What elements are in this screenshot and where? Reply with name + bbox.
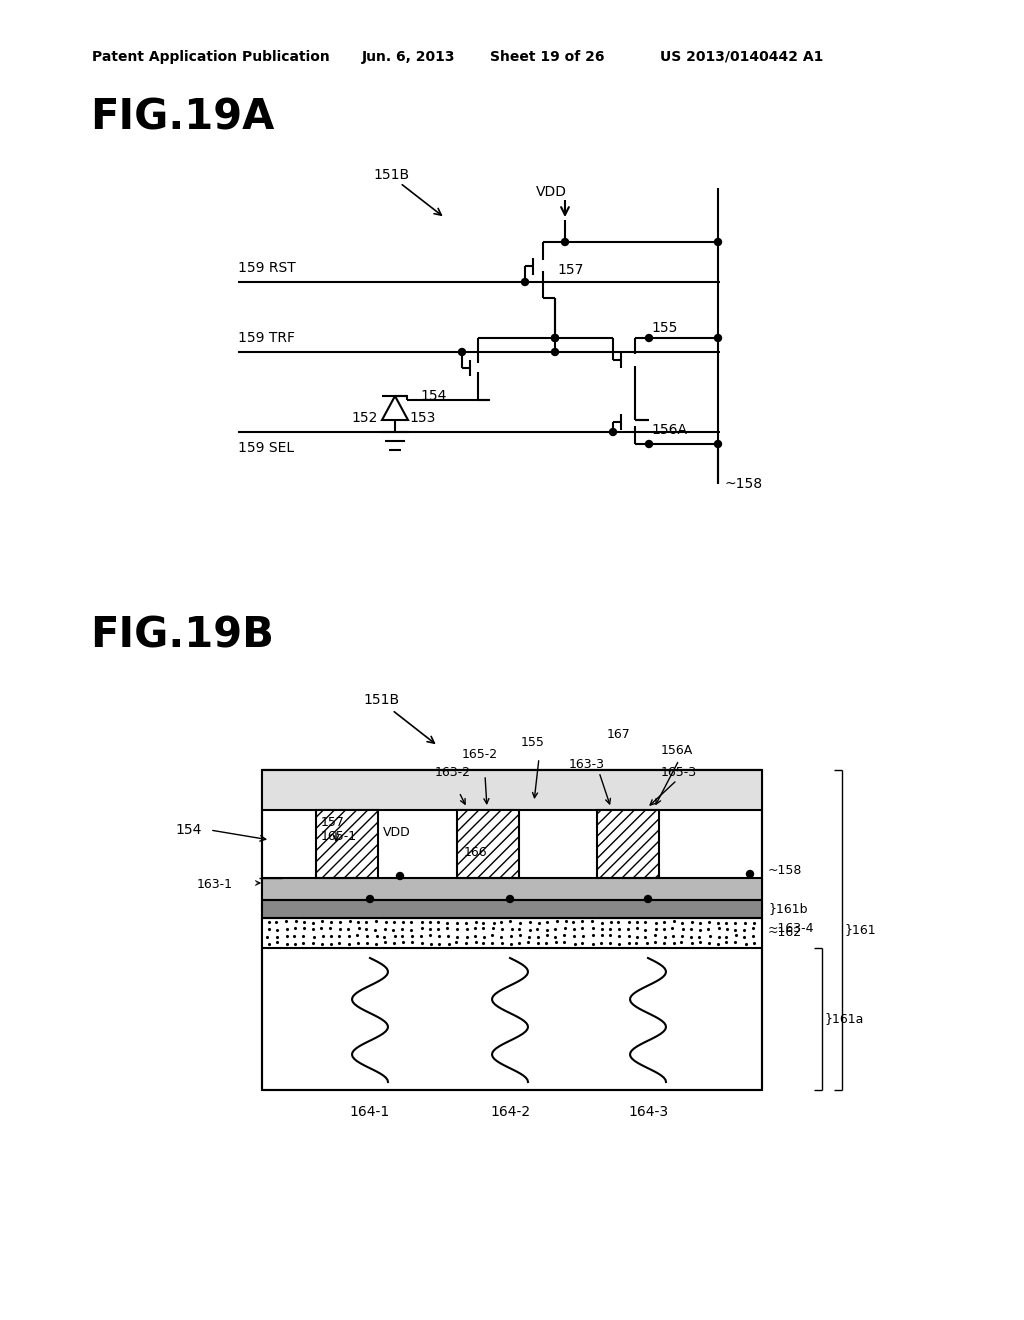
- Text: 153: 153: [409, 411, 435, 425]
- Text: ~162: ~162: [768, 927, 802, 940]
- Circle shape: [609, 429, 616, 436]
- Text: 152: 152: [351, 411, 378, 425]
- Text: 151B: 151B: [373, 168, 410, 182]
- Circle shape: [552, 334, 558, 342]
- Circle shape: [521, 279, 528, 285]
- Text: 156A: 156A: [651, 422, 687, 437]
- Text: 155: 155: [521, 735, 545, 748]
- Text: 163-2: 163-2: [435, 766, 471, 779]
- Text: FIG.19A: FIG.19A: [90, 96, 274, 139]
- Text: VDD: VDD: [383, 825, 411, 838]
- Text: Sheet 19 of 26: Sheet 19 of 26: [490, 50, 604, 63]
- Text: 163-3: 163-3: [569, 758, 605, 771]
- Circle shape: [552, 348, 558, 355]
- Text: }161b: }161b: [768, 903, 808, 916]
- Text: 155: 155: [651, 321, 677, 335]
- Text: ~158: ~158: [768, 863, 803, 876]
- Text: 157: 157: [321, 816, 345, 829]
- Circle shape: [715, 334, 722, 342]
- Bar: [262, 900, 762, 917]
- Circle shape: [715, 239, 722, 246]
- Bar: [262, 917, 762, 948]
- Text: 154: 154: [175, 822, 202, 837]
- Text: 159 SEL: 159 SEL: [238, 441, 294, 455]
- Text: 165-3: 165-3: [662, 766, 697, 779]
- Text: 165-1: 165-1: [321, 829, 357, 842]
- Circle shape: [746, 870, 754, 878]
- Text: US 2013/0140442 A1: US 2013/0140442 A1: [660, 50, 823, 63]
- Bar: [597, 810, 659, 878]
- Text: Jun. 6, 2013: Jun. 6, 2013: [362, 50, 456, 63]
- Text: ~163-4: ~163-4: [768, 921, 814, 935]
- Text: }161a: }161a: [824, 1012, 863, 1026]
- Text: ~158: ~158: [724, 477, 762, 491]
- Text: 157: 157: [557, 263, 584, 277]
- Text: 154: 154: [420, 389, 446, 403]
- Text: }161: }161: [844, 924, 876, 936]
- Text: 166: 166: [463, 846, 486, 858]
- Circle shape: [367, 895, 374, 903]
- Circle shape: [644, 895, 651, 903]
- Text: 151B: 151B: [362, 693, 399, 708]
- Circle shape: [561, 239, 568, 246]
- Text: 164-3: 164-3: [628, 1105, 668, 1119]
- Circle shape: [645, 441, 652, 447]
- Bar: [262, 878, 762, 900]
- Text: 159 RST: 159 RST: [238, 261, 296, 275]
- Text: FIG.19B: FIG.19B: [90, 614, 273, 656]
- Text: 167: 167: [607, 729, 631, 742]
- Text: 165-2: 165-2: [462, 748, 498, 762]
- Text: VDD: VDD: [536, 185, 566, 199]
- Bar: [262, 770, 762, 1090]
- Text: 159 TRF: 159 TRF: [238, 331, 295, 345]
- Circle shape: [507, 895, 513, 903]
- Circle shape: [645, 334, 652, 342]
- Text: 156A: 156A: [662, 743, 693, 756]
- Bar: [457, 810, 519, 878]
- Circle shape: [459, 348, 466, 355]
- Circle shape: [552, 334, 558, 342]
- Text: 164-2: 164-2: [489, 1105, 530, 1119]
- Text: 164-1: 164-1: [350, 1105, 390, 1119]
- Text: Patent Application Publication: Patent Application Publication: [92, 50, 330, 63]
- Circle shape: [715, 441, 722, 447]
- Bar: [316, 810, 378, 878]
- Text: 163-1: 163-1: [197, 878, 233, 891]
- Circle shape: [396, 873, 403, 879]
- Bar: [262, 770, 762, 810]
